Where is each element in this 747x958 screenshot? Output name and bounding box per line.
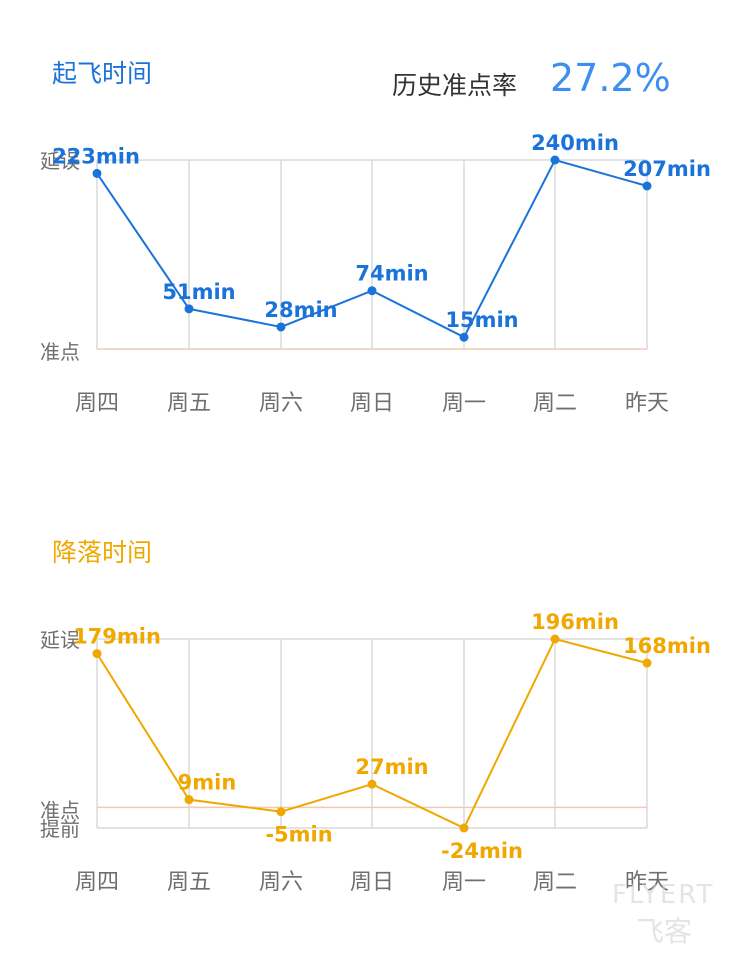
arrival-xlabel: 周二 bbox=[533, 870, 577, 895]
departure-xlabel: 周五 bbox=[167, 391, 211, 416]
arrival-title: 降落时间 bbox=[52, 538, 153, 567]
arrival-data-point bbox=[276, 807, 286, 817]
arrival-data-label: 196min bbox=[531, 610, 619, 634]
arrival-data-point bbox=[367, 779, 377, 789]
arrival-data-point bbox=[184, 795, 194, 805]
arrival-xlabel: 周四 bbox=[75, 870, 119, 895]
departure-data-label: 240min bbox=[531, 131, 619, 155]
arrival-data-label: 27min bbox=[355, 755, 428, 779]
watermark-flyert: FLYERT bbox=[612, 880, 715, 910]
departure-xlabel: 周一 bbox=[442, 391, 486, 416]
departure-ylabel-ontime: 准点 bbox=[40, 340, 80, 364]
departure-data-point bbox=[367, 286, 377, 296]
arrival-ylabel-ontime: 准点 bbox=[40, 798, 80, 822]
departure-data-point bbox=[276, 322, 286, 332]
arrival-xlabel: 周一 bbox=[442, 870, 486, 895]
departure-title: 起飞时间 bbox=[52, 59, 153, 88]
departure-data-label: 223min bbox=[52, 144, 140, 168]
departure-data-point bbox=[459, 332, 469, 342]
departure-data-label: 207min bbox=[623, 157, 711, 181]
arrival-ylabel-delay: 延误 bbox=[40, 628, 80, 652]
arrival-xlabel: 周五 bbox=[167, 870, 211, 895]
departure-ylabel-delay: 延误 bbox=[40, 149, 80, 173]
arrival-data-point bbox=[92, 649, 102, 659]
arrival-data-point bbox=[550, 634, 560, 644]
arrival-data-label: 179min bbox=[73, 625, 161, 649]
departure-data-point bbox=[92, 168, 102, 178]
arrival-data-label: 9min bbox=[178, 771, 237, 795]
ontime-rate-label: 历史准点率 bbox=[392, 71, 518, 100]
arrival-xlabel: 周日 bbox=[350, 870, 394, 895]
departure-xlabel: 周日 bbox=[350, 391, 394, 416]
departure-xlabel: 周六 bbox=[259, 391, 303, 416]
departure-xlabel: 周二 bbox=[533, 391, 577, 416]
departure-xlabel: 昨天 bbox=[625, 391, 669, 416]
arrival-data-point bbox=[459, 823, 469, 833]
ontime-rate-value: 27.2% bbox=[550, 56, 671, 100]
departure-data-point bbox=[184, 304, 194, 314]
departure-data-point bbox=[642, 181, 652, 191]
departure-data-label: 51min bbox=[162, 280, 235, 304]
watermark-feike: 飞客 bbox=[636, 915, 693, 948]
arrival-data-point bbox=[642, 658, 652, 668]
arrival-xlabel: 周六 bbox=[259, 870, 303, 895]
departure-xlabel: 周四 bbox=[75, 391, 119, 416]
departure-data-label: 28min bbox=[264, 298, 337, 322]
departure-data-point bbox=[550, 155, 560, 165]
departure-data-label: 15min bbox=[445, 308, 518, 332]
departure-data-label: 74min bbox=[355, 262, 428, 286]
arrival-data-label: -24min bbox=[441, 839, 523, 863]
arrival-data-label: 168min bbox=[623, 634, 711, 658]
arrival-data-label: -5min bbox=[265, 823, 332, 847]
arrival-xlabel: 昨天 bbox=[625, 870, 669, 895]
arrival-ylabel-early: 提前 bbox=[40, 817, 80, 841]
